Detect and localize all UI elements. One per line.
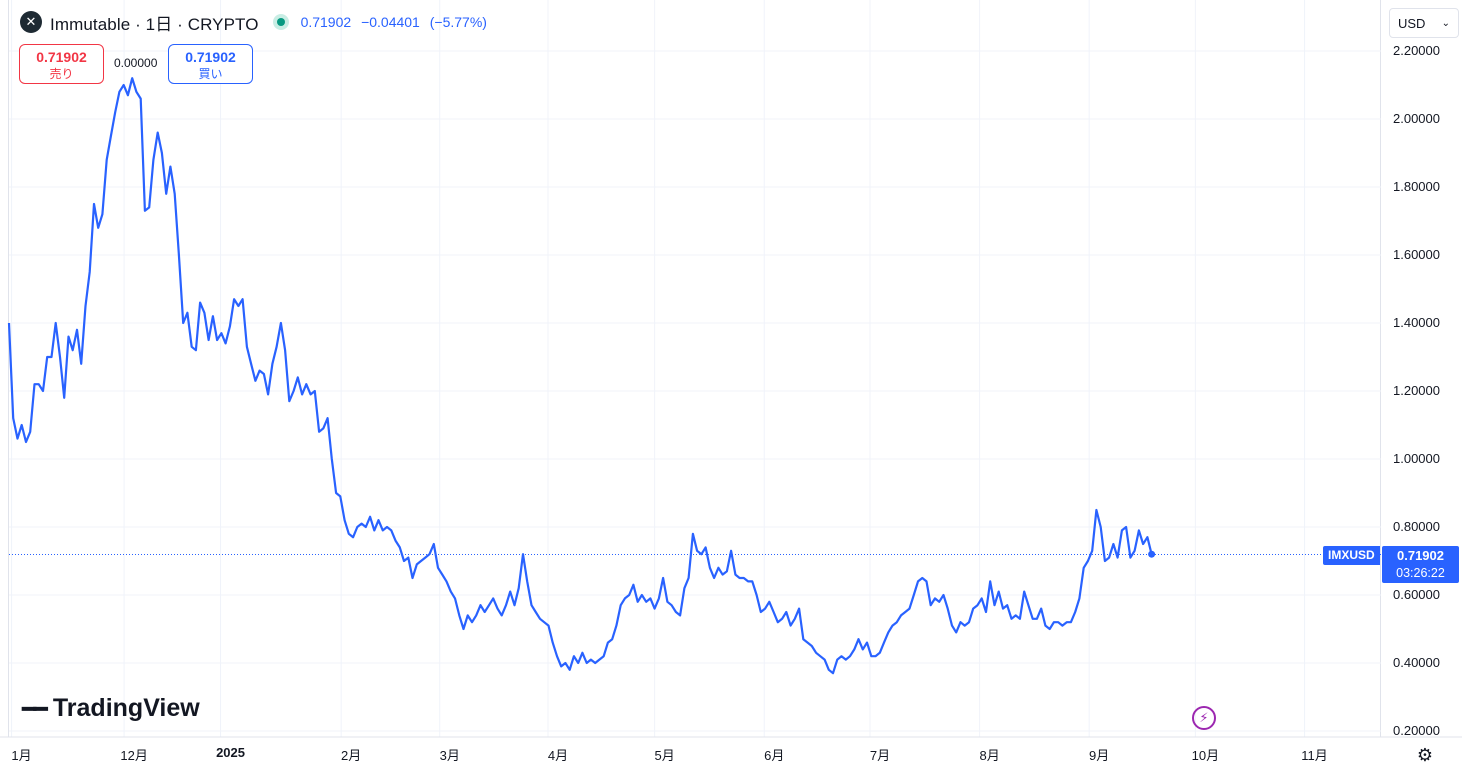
y-tick-label: 2.00000 xyxy=(1393,111,1440,126)
x-tick-label: 9月 xyxy=(1089,748,1110,763)
tradingview-wordmark: TradingView xyxy=(52,694,200,722)
x-tick-label: 2025 xyxy=(216,745,245,760)
y-tick-label: 1.40000 xyxy=(1393,315,1440,330)
currency-select[interactable]: USD ⌄ xyxy=(1389,8,1459,38)
x-tick-label: 11月 xyxy=(1301,748,1328,763)
sell-button[interactable]: 0.71902 売り xyxy=(19,44,104,84)
x-tick-label: 8月 xyxy=(979,748,1000,763)
x-tick-label: 6月 xyxy=(764,748,785,763)
y-tick-label: 0.60000 xyxy=(1393,587,1440,602)
y-tick-label: 1.80000 xyxy=(1393,179,1440,194)
last-price: 0.71902 xyxy=(300,14,352,30)
x-tick-label: 1月 xyxy=(11,748,32,763)
quote-summary: 0.71902 −0.04401 (−5.77%) xyxy=(301,14,493,30)
sell-price: 0.71902 xyxy=(36,49,87,65)
buy-price: 0.71902 xyxy=(185,49,236,65)
series-line-imxusd[interactable] xyxy=(7,77,1153,675)
y-tick-label: 0.20000 xyxy=(1393,723,1440,738)
last-price-tag: 0.71902 03:26:22 xyxy=(1382,546,1459,583)
x-tick-label: 3月 xyxy=(439,748,460,763)
symbol-title[interactable]: Immutable · 1日 · CRYPTO xyxy=(50,14,259,34)
y-tick-label: 1.60000 xyxy=(1393,247,1440,262)
last-price-tag-value: 0.71902 xyxy=(1397,548,1444,563)
chevron-down-icon: ⌄ xyxy=(1441,17,1450,29)
x-tick-label: 12月 xyxy=(120,748,148,763)
spread-value: 0.00000 xyxy=(114,56,158,70)
x-tick-label: 10月 xyxy=(1191,748,1220,763)
settings-gear-icon[interactable]: ⚙ xyxy=(1416,744,1434,765)
y-tick-label: 0.80000 xyxy=(1393,519,1440,534)
x-tick-label: 2月 xyxy=(341,748,362,763)
y-tick-label: 1.20000 xyxy=(1393,383,1440,398)
immutable-logo-icon: ✕ xyxy=(20,11,42,33)
price-change: −0.04401 xyxy=(361,14,420,30)
plot-area[interactable] xyxy=(8,0,1381,737)
currency-label: USD xyxy=(1398,15,1426,31)
x-tick-label: 7月 xyxy=(869,748,891,763)
symbol-price-label: IMXUSD xyxy=(1323,546,1380,565)
last-point-marker xyxy=(1148,550,1156,558)
buy-button[interactable]: 0.71902 買い xyxy=(168,44,253,84)
bar-countdown: 03:26:22 xyxy=(1396,566,1445,580)
y-tick-label: 0.40000 xyxy=(1393,655,1440,670)
symbol-header: ✕ Immutable · 1日 · CRYPTO 0.71902 −0.044… xyxy=(20,8,493,36)
market-open-icon xyxy=(272,14,289,30)
sell-label: 売り xyxy=(49,67,74,81)
price-change-percent: (−5.77%) xyxy=(429,14,487,30)
lightning-icon[interactable]: ⚡ xyxy=(1192,706,1216,730)
tradingview-logo[interactable]: ━━ TradingView xyxy=(22,694,200,723)
x-tick-label: 5月 xyxy=(654,748,675,763)
tradingview-mark-icon: ━━ xyxy=(22,694,48,723)
y-tick-label: 2.20000 xyxy=(1393,43,1440,58)
buy-label: 買い xyxy=(198,67,223,81)
x-tick-label: 4月 xyxy=(547,748,569,763)
y-tick-label: 1.00000 xyxy=(1393,451,1440,466)
